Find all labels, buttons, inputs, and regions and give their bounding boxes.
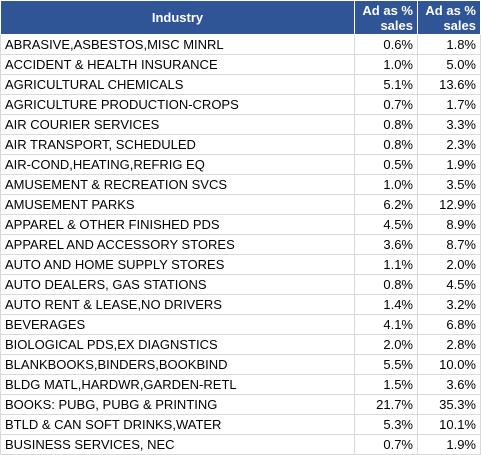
ad-pct-cell: 0.5% [354, 154, 418, 175]
industry-cell: AUTO RENT & LEASE,NO DRIVERS [0, 294, 355, 315]
ad-pct-cell: 5.1% [354, 74, 418, 95]
ad-pct-cell-2: 3.2% [417, 294, 481, 315]
ad-pct-cell: 5.5% [354, 354, 418, 375]
industry-cell: AGRICULTURE PRODUCTION-CROPS [0, 94, 355, 115]
table-row: BIOLOGICAL PDS,EX DIAGNSTICS 2.0% 2.8% [0, 334, 481, 355]
industry-cell: ABRASIVE,ASBESTOS,MISC MINRL [0, 34, 355, 55]
industry-cell: ACCIDENT & HEALTH INSURANCE [0, 54, 355, 75]
industry-cell: AMUSEMENT PARKS [0, 194, 355, 215]
table-row: AMUSEMENT & RECREATION SVCS 1.0% 3.5% [0, 174, 481, 195]
table-row: AUTO AND HOME SUPPLY STORES 1.1% 2.0% [0, 254, 481, 275]
ad-pct-cell: 5.3% [354, 414, 418, 435]
ad-pct-cell-2: 3.6% [417, 374, 481, 395]
table-row: APPAREL & OTHER FINISHED PDS 4.5% 8.9% [0, 214, 481, 235]
ad-pct-cell-2: 1.8% [417, 34, 481, 55]
ad-pct-cell: 1.5% [354, 374, 418, 395]
table-row: AUTO DEALERS, GAS STATIONS 0.8% 4.5% [0, 274, 481, 295]
ad-pct-cell: 0.8% [354, 274, 418, 295]
ad-pct-cell: 0.7% [354, 94, 418, 115]
industry-cell: BLANKBOOKS,BINDERS,BOOKBIND [0, 354, 355, 375]
ad-pct-cell-2: 6.8% [417, 314, 481, 335]
table-row: BTLD & CAN SOFT DRINKS,WATER 5.3% 10.1% [0, 414, 481, 435]
ad-pct-cell-2: 1.9% [417, 154, 481, 175]
ad-pct-cell-2: 8.9% [417, 214, 481, 235]
table-row: BLDG MATL,HARDWR,GARDEN-RETL 1.5% 3.6% [0, 374, 481, 395]
ad-pct-sales-column-header: Ad as % sales [354, 0, 418, 35]
ad-pct-cell: 3.6% [354, 234, 418, 255]
industry-cell: AGRICULTURAL CHEMICALS [0, 74, 355, 95]
ad-pct-cell-2: 2.0% [417, 254, 481, 275]
ad-pct-cell-2: 2.3% [417, 134, 481, 155]
ad-pct-cell-2: 10.1% [417, 414, 481, 435]
industry-cell: APPAREL & OTHER FINISHED PDS [0, 214, 355, 235]
ad-pct-cell: 0.8% [354, 134, 418, 155]
industry-cell: AUTO DEALERS, GAS STATIONS [0, 274, 355, 295]
table-body: ABRASIVE,ASBESTOS,MISC MINRL 0.6% 1.8% ACC… [0, 34, 481, 455]
ad-pct-sales-column-header-2: Ad as % sales [417, 0, 481, 35]
table-row: AGRICULTURAL CHEMICALS 5.1% 13.6% [0, 74, 481, 95]
ad-pct-cell: 1.0% [354, 174, 418, 195]
table-row: BLANKBOOKS,BINDERS,BOOKBIND 5.5% 10.0% [0, 354, 481, 375]
ad-pct-cell-2: 4.5% [417, 274, 481, 295]
industry-cell: BTLD & CAN SOFT DRINKS,WATER [0, 414, 355, 435]
table-row: BEVERAGES 4.1% 6.8% [0, 314, 481, 335]
table-row: AMUSEMENT PARKS 6.2% 12.9% [0, 194, 481, 215]
ad-pct-cell-2: 3.3% [417, 114, 481, 135]
ad-pct-cell: 4.5% [354, 214, 418, 235]
table-header: Industry Ad as % sales Ad as % sales [0, 0, 481, 35]
ad-pct-cell-2: 3.5% [417, 174, 481, 195]
table-row: AGRICULTURE PRODUCTION-CROPS 0.7% 1.7% [0, 94, 481, 115]
table-row: AIR-COND,HEATING,REFRIG EQ 0.5% 1.9% [0, 154, 481, 175]
ad-pct-cell-2: 12.9% [417, 194, 481, 215]
industry-cell: AMUSEMENT & RECREATION SVCS [0, 174, 355, 195]
ad-pct-cell: 0.6% [354, 34, 418, 55]
ad-pct-cell-2: 5.0% [417, 54, 481, 75]
industry-cell: BIOLOGICAL PDS,EX DIAGNSTICS [0, 334, 355, 355]
ad-pct-cell-2: 13.6% [417, 74, 481, 95]
industry-cell: AUTO AND HOME SUPPLY STORES [0, 254, 355, 275]
ad-pct-cell-2: 10.0% [417, 354, 481, 375]
industry-cell: BLDG MATL,HARDWR,GARDEN-RETL [0, 374, 355, 395]
table-row: BOOKS: PUBG, PUBG & PRINTING 21.7% 35.3% [0, 394, 481, 415]
industry-cell: AIR COURIER SERVICES [0, 114, 355, 135]
industry-cell: AIR-COND,HEATING,REFRIG EQ [0, 154, 355, 175]
ad-pct-cell: 1.4% [354, 294, 418, 315]
table-row: BUSINESS SERVICES, NEC 0.7% 1.9% [0, 434, 481, 455]
table-row: ACCIDENT & HEALTH INSURANCE 1.0% 5.0% [0, 54, 481, 75]
table-row: ABRASIVE,ASBESTOS,MISC MINRL 0.6% 1.8% [0, 34, 481, 55]
ad-pct-cell: 0.8% [354, 114, 418, 135]
table-row: AUTO RENT & LEASE,NO DRIVERS 1.4% 3.2% [0, 294, 481, 315]
industry-cell: BOOKS: PUBG, PUBG & PRINTING [0, 394, 355, 415]
header-row: Industry Ad as % sales Ad as % sales [0, 0, 481, 35]
industry-cell: BUSINESS SERVICES, NEC [0, 434, 355, 455]
ad-pct-cell: 4.1% [354, 314, 418, 335]
table-row: AIR TRANSPORT, SCHEDULED 0.8% 2.3% [0, 134, 481, 155]
ad-pct-cell-2: 35.3% [417, 394, 481, 415]
ad-pct-cell: 0.7% [354, 434, 418, 455]
ad-pct-cell-2: 1.7% [417, 94, 481, 115]
ad-pct-cell-2: 2.8% [417, 334, 481, 355]
industry-cell: BEVERAGES [0, 314, 355, 335]
ad-pct-cell: 1.1% [354, 254, 418, 275]
ad-pct-cell: 21.7% [354, 394, 418, 415]
ad-pct-cell: 1.0% [354, 54, 418, 75]
ad-pct-cell-2: 1.9% [417, 434, 481, 455]
ad-pct-cell-2: 8.7% [417, 234, 481, 255]
industry-column-header: Industry [0, 0, 355, 35]
table-row: AIR COURIER SERVICES 0.8% 3.3% [0, 114, 481, 135]
table-row: APPAREL AND ACCESSORY STORES 3.6% 8.7% [0, 234, 481, 255]
ad-pct-cell: 2.0% [354, 334, 418, 355]
industry-cell: AIR TRANSPORT, SCHEDULED [0, 134, 355, 155]
ad-pct-cell: 6.2% [354, 194, 418, 215]
industry-cell: APPAREL AND ACCESSORY STORES [0, 234, 355, 255]
